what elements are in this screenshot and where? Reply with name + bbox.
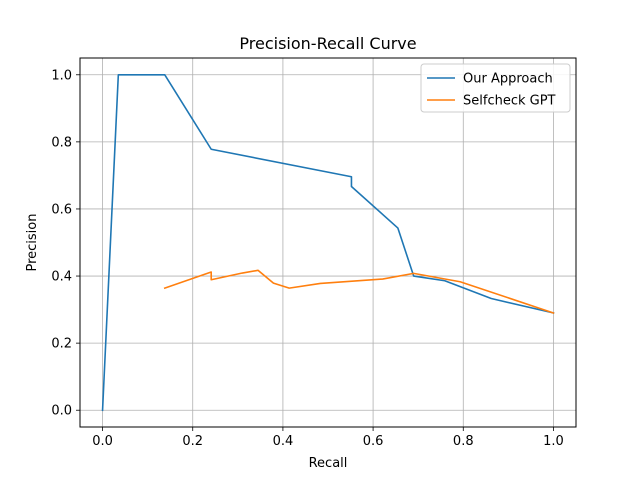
axis-ticks: 0.0 0.2 0.4 0.6 0.8 1.0 0.0 0.2 0.4 0.6 0.8 1.0 [51,68,563,449]
y-tick-label: 1.0 [51,68,72,83]
x-tick-label: 0.6 [363,434,384,449]
x-tick-label: 1.0 [543,434,564,449]
x-axis-label: Recall [309,456,348,471]
series-line-2 [163,269,555,314]
legend-box [420,63,571,113]
plot-frame [79,57,577,428]
y-axis-label: Precision [25,213,40,271]
y-tick-label: 0.4 [51,270,72,285]
x-tick-label: 0.0 [92,434,113,449]
y-tick-label: 0.8 [51,135,72,150]
x-tick-label: 0.8 [453,434,474,449]
series-line-1 [101,73,555,412]
y-tick-label: 0.2 [51,337,72,352]
x-tick-label: 0.4 [273,434,294,449]
grid [80,58,576,427]
chart-title: Precision-Recall Curve [239,34,416,53]
legend-label-1: Our Approach [463,72,553,87]
y-tick-label: 0.0 [51,404,72,419]
y-tick-label: 0.6 [51,202,72,217]
series-lines [101,73,555,412]
legend-label-2: Selfcheck GPT [463,94,556,109]
legend: Our Approach Selfcheck GPT [420,63,571,113]
x-tick-label: 0.2 [182,434,203,449]
